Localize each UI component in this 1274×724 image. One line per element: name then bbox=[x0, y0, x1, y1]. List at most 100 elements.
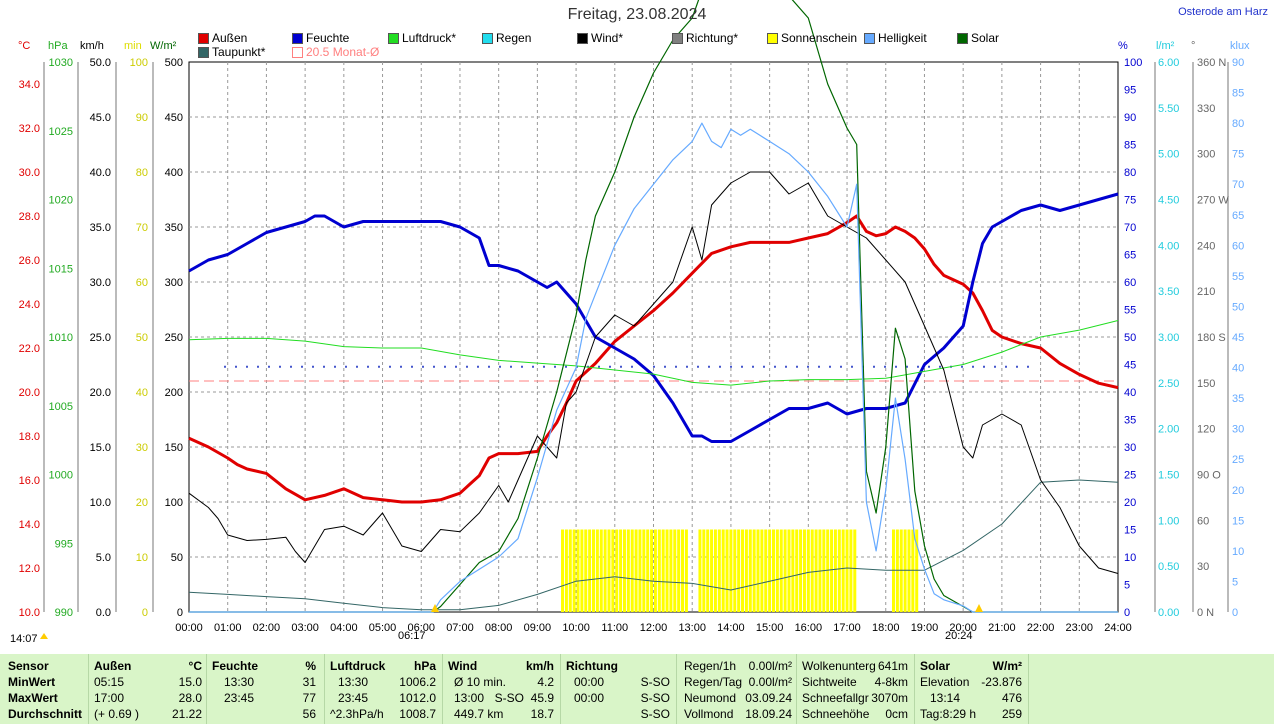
legend-label: Feuchte bbox=[306, 31, 350, 45]
stats-rain-col: Regen/1h 0.00l/m² Regen/Tag 0.00l/m² Neumo… bbox=[684, 658, 792, 722]
tick-label-hour: 15:00 bbox=[756, 622, 784, 634]
tick-label-pct: 75 bbox=[1124, 195, 1136, 207]
sunshine-bar bbox=[795, 529, 799, 612]
stats-cloud-value: 641m bbox=[877, 659, 908, 673]
chart-title: Freitag, 23.08.2024 bbox=[567, 6, 707, 23]
sunshine-bar bbox=[665, 529, 669, 612]
axis-unit-label: klux bbox=[1230, 40, 1250, 52]
stats-rain-label: Vollmond bbox=[684, 707, 734, 721]
sunshine-bar bbox=[615, 529, 619, 612]
stats-solar-value: -23.876 bbox=[981, 675, 1022, 689]
sunshine-bar bbox=[638, 529, 642, 612]
tick-label-kmh: 30.0 bbox=[90, 277, 111, 289]
stats-aussen-col: Außen °C 05:15 15.0 17:00 28.0 (+ 0.69 ) 21.… bbox=[94, 658, 202, 722]
sunshine-bar bbox=[841, 529, 845, 612]
tick-label-lm2: 2.50 bbox=[1158, 378, 1179, 390]
legend-item: Wind* bbox=[577, 31, 623, 45]
tick-label-hpa: 1020 bbox=[49, 195, 73, 207]
sunshine-bar bbox=[799, 529, 803, 612]
sunshine-bar bbox=[630, 529, 634, 612]
sunshine-bar bbox=[611, 529, 615, 612]
sunshine-bar bbox=[783, 529, 787, 612]
sunshine-bar bbox=[721, 529, 725, 612]
stats-divider bbox=[442, 654, 443, 724]
legend-item: 20.5 Monat-Ø bbox=[292, 45, 379, 59]
tick-label-temp: 18.0 bbox=[19, 431, 40, 443]
stats-unit-aussen: °C bbox=[188, 659, 202, 673]
stats-rain-label: Regen/Tag bbox=[684, 675, 743, 689]
axis-unit-label: W/m² bbox=[150, 40, 177, 52]
tick-label-pct: 15 bbox=[1124, 525, 1136, 537]
tick-label-lm2: 5.50 bbox=[1158, 103, 1179, 115]
stats-divider bbox=[88, 654, 89, 724]
series-line-feuchte bbox=[188, 192, 1119, 443]
stats-header-feuchte: Feuchte bbox=[212, 659, 259, 673]
tick-label-deg: 210 bbox=[1197, 286, 1215, 298]
legend-item: Luftdruck* bbox=[388, 31, 456, 45]
tick-label-temp: 26.0 bbox=[19, 255, 40, 267]
tick-label-hpa: 995 bbox=[55, 538, 73, 550]
tick-label-hour: 11:00 bbox=[601, 622, 628, 634]
tick-label-klux: 0 bbox=[1232, 607, 1238, 619]
tick-label-kmh: 25.0 bbox=[90, 332, 111, 344]
sunshine-bar bbox=[895, 529, 899, 612]
tick-label-deg: 180 S bbox=[1197, 332, 1226, 344]
stats-header-wind: Wind bbox=[448, 659, 478, 673]
tick-label-hour: 18:00 bbox=[872, 622, 900, 634]
stats-label-max: MaxWert bbox=[8, 691, 58, 705]
tick-label-min: 40 bbox=[136, 387, 148, 399]
tick-label-min: 80 bbox=[136, 167, 148, 179]
stats-header-richtung: Richtung bbox=[566, 659, 618, 673]
tick-label-deg: 0 N bbox=[1197, 607, 1214, 619]
tick-label-min: 20 bbox=[136, 497, 148, 509]
sunshine-bar bbox=[779, 529, 783, 612]
sunshine-bar bbox=[899, 529, 903, 612]
tick-label-pct: 35 bbox=[1124, 415, 1136, 427]
tick-label-hpa: 1015 bbox=[49, 263, 73, 275]
tick-label-kmh: 20.0 bbox=[90, 387, 111, 399]
sunshine-bar bbox=[650, 529, 654, 612]
tick-label-hour: 03:00 bbox=[291, 622, 319, 634]
stats-richtung-max-time: 00:00 bbox=[574, 691, 605, 705]
sunshine-bar bbox=[576, 529, 580, 612]
legend-label: 20.5 Monat-Ø bbox=[306, 45, 380, 59]
tick-label-kmh: 5.0 bbox=[96, 552, 111, 564]
tick-label-hour: 12:00 bbox=[640, 622, 668, 634]
sunshine-bar bbox=[607, 529, 611, 612]
sunshine-bar bbox=[584, 529, 588, 612]
tick-label-min: 0 bbox=[142, 607, 148, 619]
stats-unit-wind: km/h bbox=[525, 659, 554, 673]
tick-label-kmh: 15.0 bbox=[90, 442, 111, 454]
legend-item: Feuchte bbox=[292, 31, 349, 45]
sunshine-bar bbox=[626, 529, 630, 612]
tick-label-lm2: 0.00 bbox=[1158, 607, 1179, 619]
stats-wind-max-time: 13:00 bbox=[454, 691, 485, 705]
tick-label-hour: 23:00 bbox=[1066, 622, 1094, 634]
tick-label-hour: 00:00 bbox=[175, 622, 203, 634]
tick-label-hour: 06:00 bbox=[407, 622, 435, 634]
stats-druck-avg: 1008.7 bbox=[399, 707, 436, 721]
tick-label-wm2: 400 bbox=[165, 167, 183, 179]
tick-label-kmh: 10.0 bbox=[90, 497, 111, 509]
legend-label: Solar bbox=[971, 31, 1000, 45]
sunshine-bar bbox=[710, 529, 714, 612]
stats-wind-avg: 18.7 bbox=[530, 707, 554, 721]
stats-richtung-col: Richtung 00:00 S-SO 00:00 S-SO S-SO bbox=[566, 658, 670, 722]
stats-druck-trend: ^2.3hPa/h bbox=[330, 707, 384, 721]
legend-item: Regen bbox=[482, 31, 531, 45]
tick-label-lm2: 0.50 bbox=[1158, 561, 1179, 573]
legend-item: Sonnenschein bbox=[767, 31, 857, 45]
legend-label: Luftdruck* bbox=[402, 31, 457, 45]
sunshine-bar bbox=[634, 529, 638, 612]
stats-aussen-min: 15.0 bbox=[178, 675, 202, 689]
stats-rain-label: Regen/1h bbox=[684, 659, 737, 673]
tick-label-temp: 14.0 bbox=[19, 519, 40, 531]
stats-cloud-label: Wolkenunterg bbox=[802, 659, 876, 673]
tick-label-hpa: 1005 bbox=[49, 401, 73, 413]
stats-rain-value: 03.09.24 bbox=[745, 691, 792, 705]
tick-label-hour: 10:00 bbox=[562, 622, 590, 634]
tick-label-hpa: 1010 bbox=[49, 332, 73, 344]
stats-richtung-avg: S-SO bbox=[640, 707, 670, 721]
sunshine-bar bbox=[642, 529, 646, 612]
tick-label-lm2: 4.00 bbox=[1158, 240, 1179, 252]
